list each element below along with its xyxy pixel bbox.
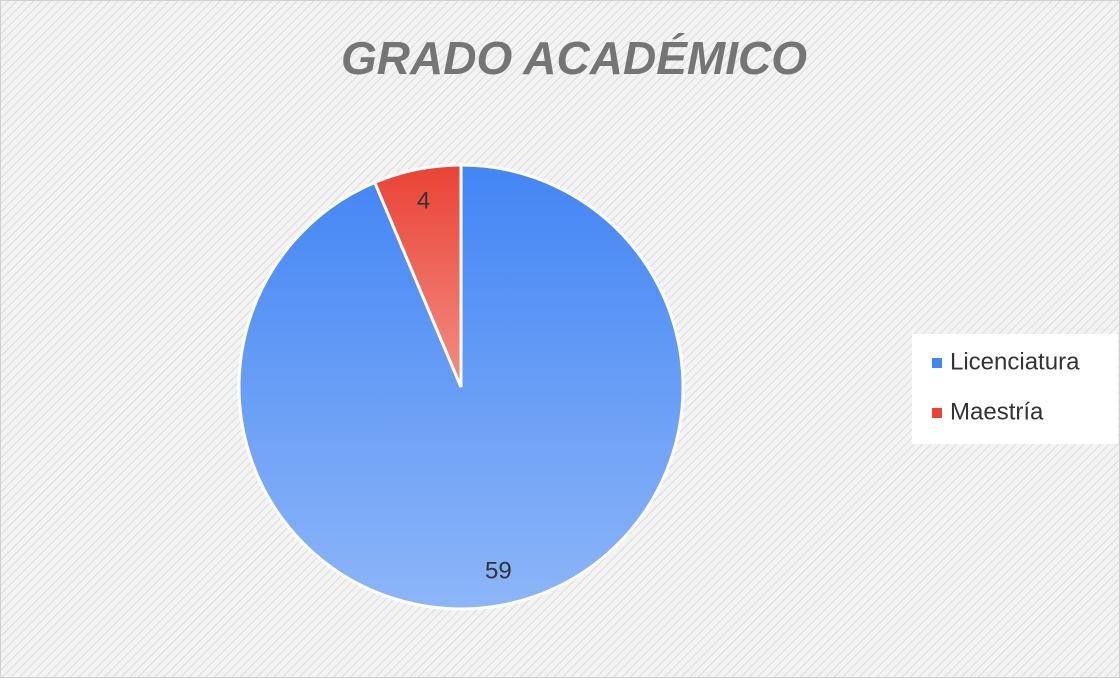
legend-swatch: [932, 408, 942, 418]
legend-swatch: [932, 358, 942, 368]
legend-label: Licenciatura: [950, 348, 1080, 375]
chart-title: GRADO ACADÉMICO: [341, 32, 807, 84]
legend-label: Maestría: [950, 398, 1044, 425]
data-label: 59: [485, 557, 512, 584]
legend-box: [912, 334, 1118, 444]
pie-slice: [372, 163, 463, 388]
data-label: 4: [417, 187, 430, 214]
